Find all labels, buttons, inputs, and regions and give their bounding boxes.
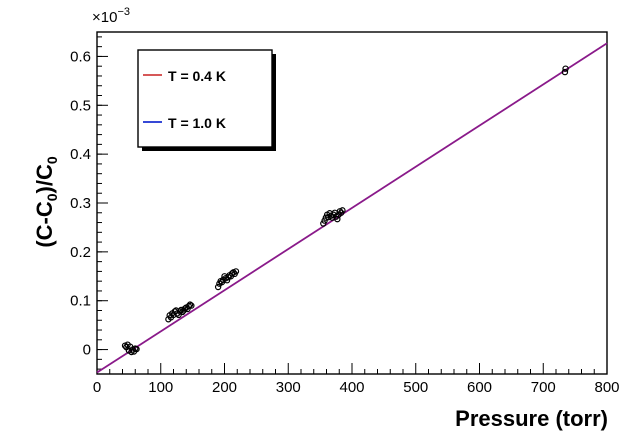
- y-axis-title-sub2: 0: [44, 156, 60, 164]
- data-point: [561, 68, 569, 76]
- y-tick-label: 0.5: [70, 97, 91, 114]
- y-axis-multiplier-exponent: −3: [117, 6, 130, 18]
- x-tick-label: 200: [212, 379, 237, 396]
- data-point: [185, 302, 192, 310]
- data-point: [321, 217, 328, 224]
- legend-label-t04: T = 0.4 K: [168, 68, 226, 84]
- data-point: [176, 308, 184, 315]
- data-point: [186, 301, 194, 308]
- y-tick-label: 0.4: [70, 146, 91, 163]
- x-axis-title: Pressure (torr): [455, 406, 608, 431]
- data-point: [133, 345, 140, 353]
- x-tick-label: 700: [531, 379, 556, 396]
- data-point: [320, 220, 327, 227]
- y-tick-label: 0.3: [70, 195, 91, 212]
- x-tick-label: 500: [403, 379, 428, 396]
- y-tick-label: 0.1: [70, 293, 91, 310]
- y-tick-label: 0.6: [70, 48, 91, 65]
- data-point: [214, 283, 222, 291]
- plot-area: 0 100 200 300 400 500 600 700 800 0 0.1 0.2 0.3 0.4 0.…: [70, 31, 620, 396]
- legend: T = 0.4 K T = 1.0 K: [137, 49, 276, 151]
- x-tick-label: 800: [594, 379, 619, 396]
- x-tick-label: 400: [339, 379, 364, 396]
- y-tick-label: 0.2: [70, 244, 91, 261]
- y-axis-multiplier: ×10−3: [92, 6, 130, 26]
- y-axis-title-sub1: 0: [44, 193, 60, 201]
- legend-frame: [137, 49, 273, 148]
- y-tick-label: 0: [83, 342, 91, 359]
- x-tick-label: 100: [148, 379, 173, 396]
- data-point: [339, 207, 346, 214]
- legend-label-t10: T = 1.0 K: [168, 115, 226, 131]
- y-axis-title: (C-C0)/C0: [32, 156, 60, 248]
- data-point: [223, 276, 231, 284]
- data-point: [188, 302, 195, 309]
- data-point: [232, 268, 240, 275]
- x-tick-label: 600: [467, 379, 492, 396]
- x-tick-label: 300: [276, 379, 301, 396]
- data-point: [562, 65, 569, 72]
- fit-line: [96, 42, 608, 374]
- x-tick-label: 0: [93, 379, 101, 396]
